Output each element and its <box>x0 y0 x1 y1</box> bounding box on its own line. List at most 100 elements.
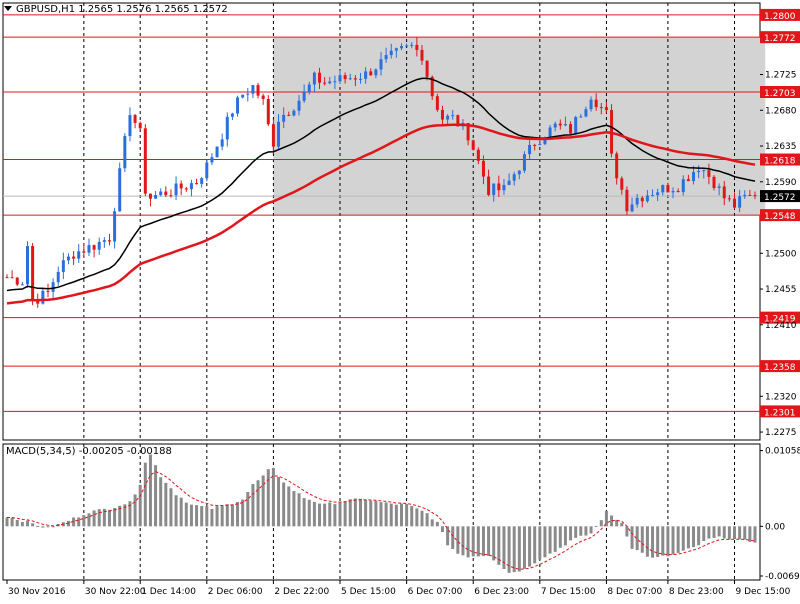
y-tick-label: 1.2410 <box>765 321 797 331</box>
macd-bar <box>128 501 132 527</box>
candle-body <box>579 116 583 118</box>
candle-body <box>225 116 229 140</box>
macd-bar <box>123 504 127 527</box>
macd-bar <box>225 504 229 527</box>
candle-body <box>645 195 649 202</box>
candle-body <box>558 123 562 126</box>
candle-body <box>61 260 65 272</box>
macd-bar <box>738 526 742 540</box>
candle-body <box>287 114 291 116</box>
candle-body <box>220 139 224 147</box>
x-tick-label: 30 Nov 22:00 <box>85 587 146 597</box>
candle-body <box>348 78 352 80</box>
candle-body <box>164 191 168 196</box>
macd-bar <box>143 462 147 527</box>
candle-body <box>743 194 747 197</box>
candle-body <box>328 81 332 84</box>
macd-bar <box>579 526 583 536</box>
macd-bar <box>410 506 414 527</box>
collapse-triangle-icon[interactable] <box>4 6 12 11</box>
macd-bar <box>466 526 470 558</box>
macd-bar <box>46 526 50 528</box>
candle-body <box>205 162 209 179</box>
candle-body <box>333 81 337 83</box>
candle-body <box>359 78 363 80</box>
candle-body <box>415 44 419 50</box>
macd-y-tick-label: -0.00694 <box>765 572 800 582</box>
candle-body <box>97 241 101 250</box>
macd-bar <box>379 502 383 527</box>
candle-body <box>656 192 660 196</box>
macd-bar <box>256 480 260 527</box>
candle-body <box>569 124 573 134</box>
candle-body <box>717 186 721 189</box>
candle-body <box>604 107 608 111</box>
macd-bar <box>302 498 306 527</box>
candle-body <box>522 154 526 171</box>
macd-bar <box>102 508 106 527</box>
candle-body <box>159 191 163 196</box>
candle-body <box>681 179 685 193</box>
macd-bar <box>236 502 240 527</box>
candle-body <box>102 240 106 242</box>
candle-body <box>651 195 655 197</box>
macd-bar <box>148 454 152 527</box>
candle-body <box>256 85 260 96</box>
candle-body <box>323 82 327 84</box>
macd-bar <box>189 504 193 527</box>
macd-bar <box>446 526 450 546</box>
x-tick-label: 30 Nov 2016 <box>8 587 66 597</box>
macd-bar <box>159 477 163 527</box>
macd-bar <box>563 526 567 546</box>
candle-body <box>15 277 19 285</box>
candle-body <box>87 245 91 253</box>
macd-bar <box>538 526 542 560</box>
macd-bar <box>451 526 455 549</box>
candle-body <box>72 256 76 259</box>
x-tick-label: 8 Dec 07:00 <box>607 587 662 597</box>
candle-body <box>661 185 665 193</box>
candle-body <box>507 180 511 185</box>
candle-body <box>753 195 757 197</box>
candle-body <box>5 277 9 279</box>
y-tick-label: 1.2590 <box>765 178 797 188</box>
candle-body <box>440 109 444 120</box>
macd-bar <box>671 526 675 555</box>
candle-body <box>676 191 680 193</box>
macd-bar <box>727 526 731 540</box>
price-level-label: 1.2800 <box>764 12 796 22</box>
macd-bar <box>133 494 137 527</box>
macd-bar <box>656 526 660 558</box>
macd-bar <box>543 526 547 558</box>
ohlc-values: 1.2565 1.2576 1.2565 1.2572 <box>78 4 228 15</box>
price-level-tag <box>760 31 800 44</box>
candle-body <box>41 290 45 304</box>
candle-body <box>722 186 726 199</box>
macd-bar <box>384 502 388 527</box>
candle-body <box>451 115 455 117</box>
candle-body <box>10 277 14 279</box>
candle-body <box>456 115 460 127</box>
macd-bar <box>353 498 357 527</box>
candle-body <box>533 144 537 146</box>
macd-bar <box>645 526 649 557</box>
y-tick-label: 1.2455 <box>765 285 797 295</box>
candle-body <box>128 115 132 137</box>
candle-body <box>318 72 322 83</box>
candle-body <box>46 290 50 292</box>
macd-bar <box>640 526 644 553</box>
macd-bar <box>497 526 501 565</box>
macd-bar <box>230 504 234 527</box>
candle-body <box>174 183 178 196</box>
macd-bar <box>318 503 322 527</box>
macd-bar <box>154 465 158 527</box>
candle-body <box>446 115 450 120</box>
macd-bar <box>10 517 14 527</box>
macd-bar <box>77 517 81 527</box>
candle-body <box>430 76 434 97</box>
macd-bar <box>215 506 219 527</box>
macd-bar <box>261 475 265 527</box>
price-level-tag <box>760 85 800 98</box>
macd-bar <box>471 526 475 557</box>
